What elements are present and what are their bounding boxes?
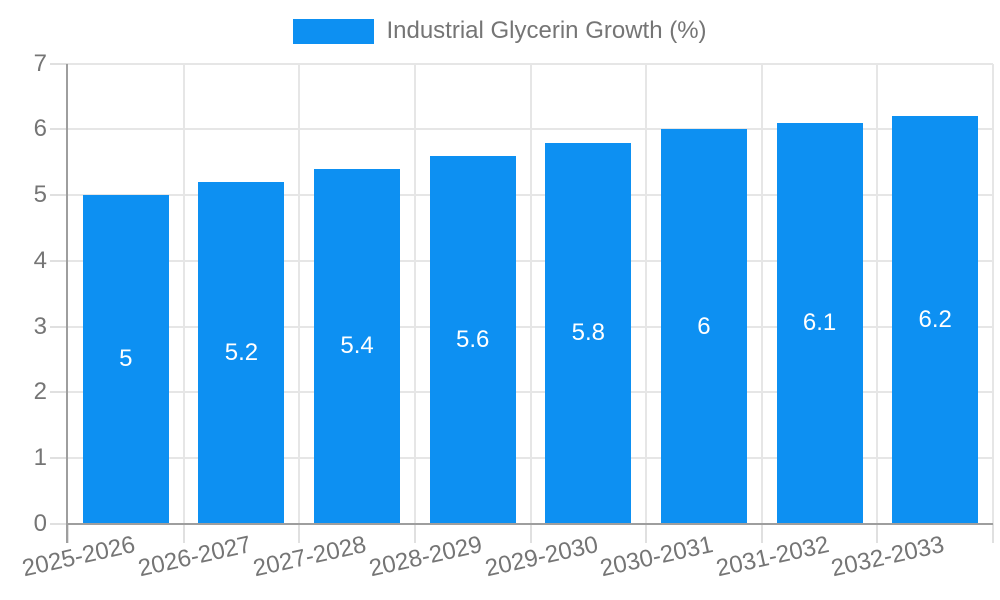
bar[interactable]: 6.1 bbox=[776, 122, 863, 524]
y-tick bbox=[50, 259, 68, 262]
bar[interactable]: 6 bbox=[660, 129, 747, 524]
y-tick bbox=[50, 194, 68, 197]
y-axis-line bbox=[66, 63, 68, 543]
bar[interactable]: 5.6 bbox=[429, 155, 516, 524]
x-axis-tick-label: 2026-2027 bbox=[135, 531, 254, 583]
y-tick bbox=[50, 522, 68, 525]
x-axis-tick-label: 2029-2030 bbox=[482, 531, 601, 583]
y-axis-tick-label: 5 bbox=[33, 181, 47, 209]
bar-value-label: 5.2 bbox=[224, 338, 259, 366]
y-axis-tick-label: 2 bbox=[33, 378, 47, 406]
x-gridline bbox=[413, 63, 416, 524]
bar-value-label: 6.1 bbox=[802, 309, 837, 337]
x-axis-tick-label: 2025-2026 bbox=[19, 531, 138, 583]
x-axis-line bbox=[66, 522, 993, 525]
y-axis-tick-label: 4 bbox=[33, 246, 47, 274]
x-tick bbox=[298, 523, 301, 543]
x-tick bbox=[529, 523, 532, 543]
bar-value-label: 5 bbox=[119, 345, 133, 373]
x-axis-tick-label: 2027-2028 bbox=[251, 531, 369, 583]
x-gridline bbox=[760, 63, 763, 524]
bar-value-label: 5.8 bbox=[571, 319, 605, 347]
y-tick bbox=[50, 456, 68, 459]
bar[interactable]: 5 bbox=[82, 195, 169, 524]
y-tick bbox=[50, 62, 68, 65]
bar[interactable]: 6.2 bbox=[892, 116, 979, 524]
legend[interactable]: Industrial Glycerin Growth (%) bbox=[0, 15, 1000, 47]
x-tick bbox=[760, 523, 763, 543]
y-axis-tick-label: 7 bbox=[33, 49, 47, 77]
y-axis-tick-label: 0 bbox=[33, 509, 47, 537]
x-tick bbox=[413, 523, 416, 543]
bar-value-label: 5.6 bbox=[456, 325, 490, 353]
legend-label: Industrial Glycerin Growth (%) bbox=[386, 17, 707, 44]
x-gridline bbox=[182, 63, 185, 524]
bar[interactable]: 5.8 bbox=[545, 142, 632, 524]
x-axis-tick-label: 2032-2033 bbox=[829, 531, 948, 583]
legend-swatch[interactable] bbox=[293, 18, 375, 44]
y-tick bbox=[50, 325, 68, 328]
bar-value-label: 5.4 bbox=[340, 332, 374, 360]
x-tick bbox=[876, 523, 879, 543]
y-tick bbox=[50, 391, 68, 394]
x-tick bbox=[992, 523, 994, 543]
x-gridline bbox=[298, 63, 301, 524]
bar[interactable]: 5.4 bbox=[314, 168, 401, 524]
x-axis-tick-label: 2028-2029 bbox=[366, 531, 485, 583]
bar-value-label: 6 bbox=[697, 312, 711, 340]
x-tick bbox=[645, 523, 648, 543]
x-gridline bbox=[876, 63, 879, 524]
x-axis-tick-label: 2030-2031 bbox=[597, 531, 716, 583]
bar-value-label: 6.2 bbox=[918, 305, 952, 333]
y-tick bbox=[50, 128, 68, 131]
bar[interactable]: 5.2 bbox=[198, 181, 285, 524]
x-axis-tick-label: 2031-2032 bbox=[713, 531, 832, 583]
x-gridline bbox=[992, 63, 994, 524]
x-tick bbox=[182, 523, 185, 543]
x-gridline bbox=[645, 63, 648, 524]
y-axis-tick-label: 6 bbox=[33, 115, 47, 143]
y-axis-tick-label: 3 bbox=[33, 312, 47, 340]
x-tick bbox=[67, 523, 69, 543]
x-gridline bbox=[529, 63, 532, 524]
y-axis-tick-label: 1 bbox=[33, 443, 47, 471]
